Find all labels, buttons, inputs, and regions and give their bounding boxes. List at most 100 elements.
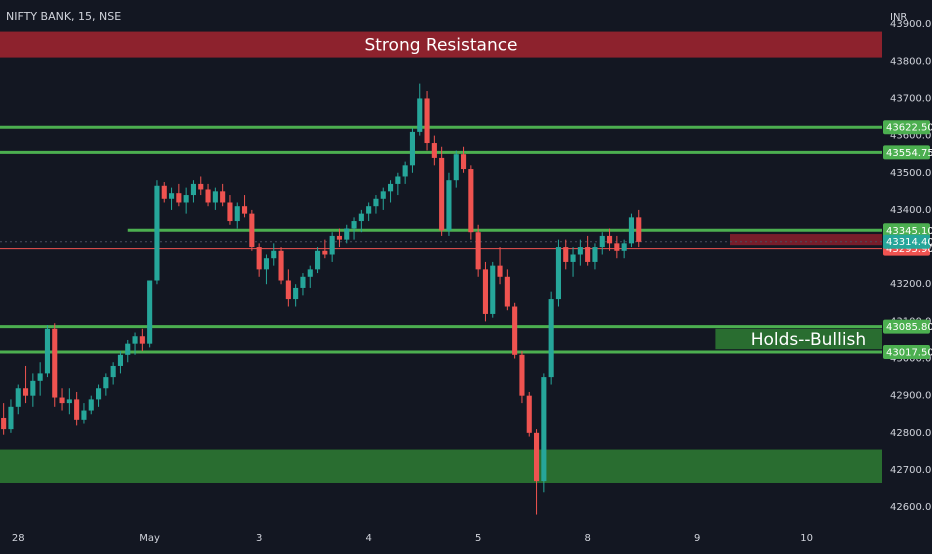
candle-body (88, 399, 94, 411)
y-tick-label: 43600.00 (890, 131, 932, 142)
candle-body (161, 185, 167, 199)
candle-body (570, 254, 576, 262)
candle-body (329, 235, 335, 255)
level-badge-1-bg (883, 145, 930, 160)
candle-body (592, 247, 598, 262)
candle-body (117, 354, 124, 366)
y-tick-label: 43200.00 (890, 279, 932, 290)
level-badge-3: 43085.80 (886, 322, 932, 333)
zone-label-0: Strong Resistance (364, 36, 517, 56)
candle-body (636, 217, 642, 242)
candle-body (168, 193, 175, 199)
candle-body (504, 276, 510, 307)
x-tick-label: 10 (800, 533, 813, 544)
level-badge-0: 43622.50 (886, 123, 932, 134)
candle-body (431, 143, 437, 158)
candle-body (22, 388, 29, 396)
candle-body (183, 195, 189, 203)
candle-body (322, 250, 328, 255)
level-badge-1: 43554.75 (886, 148, 932, 159)
candle-body (52, 328, 58, 398)
candle-body (606, 235, 613, 244)
candle-body (336, 235, 343, 240)
y-tick-label: 42700.00 (890, 465, 932, 476)
candle-body (460, 154, 467, 170)
candle-body (74, 399, 80, 420)
last-price-badge: 43314.40 (886, 237, 932, 248)
candle-body (366, 206, 372, 214)
candle-body (125, 343, 131, 355)
time-axis-bg (0, 522, 932, 550)
candle-body (293, 287, 299, 300)
candle-body (263, 258, 270, 270)
candle-body (198, 183, 204, 190)
y-tick-label: 43700.00 (890, 93, 932, 104)
candle-body (15, 388, 21, 407)
candle-body (139, 336, 145, 344)
x-tick-label: 28 (12, 533, 25, 544)
candle-body (37, 373, 43, 381)
candles-layer (1, 83, 642, 515)
candle-body (44, 328, 51, 374)
candle-body (585, 247, 591, 262)
zone-label-3: Holds--Bullish (751, 330, 866, 350)
candle-body (497, 265, 503, 277)
y-tick-label: 43500.00 (890, 168, 932, 179)
candle-body (533, 432, 540, 482)
candle-body (212, 191, 218, 203)
level-badge-4: 43017.50 (886, 348, 932, 359)
x-tick-label: 4 (365, 533, 371, 544)
candle-body (541, 377, 547, 482)
candle-body (614, 243, 620, 251)
x-tick-label: 8 (584, 533, 590, 544)
level-badge-4-bg (883, 345, 930, 360)
candle-body (1, 417, 7, 430)
candle-body (300, 276, 306, 288)
candle-body (59, 397, 65, 404)
candle-body (190, 183, 197, 196)
candle-body (395, 176, 401, 184)
candle-body (417, 98, 423, 132)
levels-layer (0, 125, 882, 354)
candle-body (30, 380, 36, 396)
y-tick-label: 43800.00 (890, 56, 932, 67)
candle-body (344, 228, 350, 240)
candle-body (241, 206, 248, 214)
x-tick-label: 9 (694, 533, 700, 544)
candle-body (249, 213, 255, 248)
candle-body (271, 250, 277, 259)
candle-body (234, 206, 240, 222)
level-badge-5: 43295.90 (886, 244, 932, 255)
candle-body (424, 98, 430, 144)
candle-body (468, 169, 474, 233)
candle-body (176, 193, 182, 203)
candle-body (81, 410, 87, 420)
candle-body (446, 180, 452, 231)
candle-body (402, 165, 408, 177)
candle-body (512, 306, 518, 355)
candle-body (628, 217, 635, 244)
zone-0 (0, 31, 882, 58)
zone-2 (730, 234, 932, 246)
candle-body (358, 213, 364, 222)
candle-body (380, 191, 386, 199)
candle-body (563, 247, 569, 262)
candle-body (490, 265, 496, 314)
y-tick-label: 42900.00 (890, 391, 932, 402)
candle-body (621, 243, 627, 251)
candle-body (132, 336, 138, 344)
candle-body (439, 157, 445, 231)
candle-body (373, 198, 379, 207)
candle-body (8, 406, 14, 430)
candle-body (147, 280, 153, 344)
candle-body (66, 399, 72, 404)
candle-body (526, 395, 532, 433)
candle-body (227, 202, 233, 222)
y-tick-label: 43900.00 (890, 19, 932, 30)
candle-body (205, 189, 211, 203)
candle-body (351, 221, 357, 229)
candle-body (103, 377, 109, 389)
